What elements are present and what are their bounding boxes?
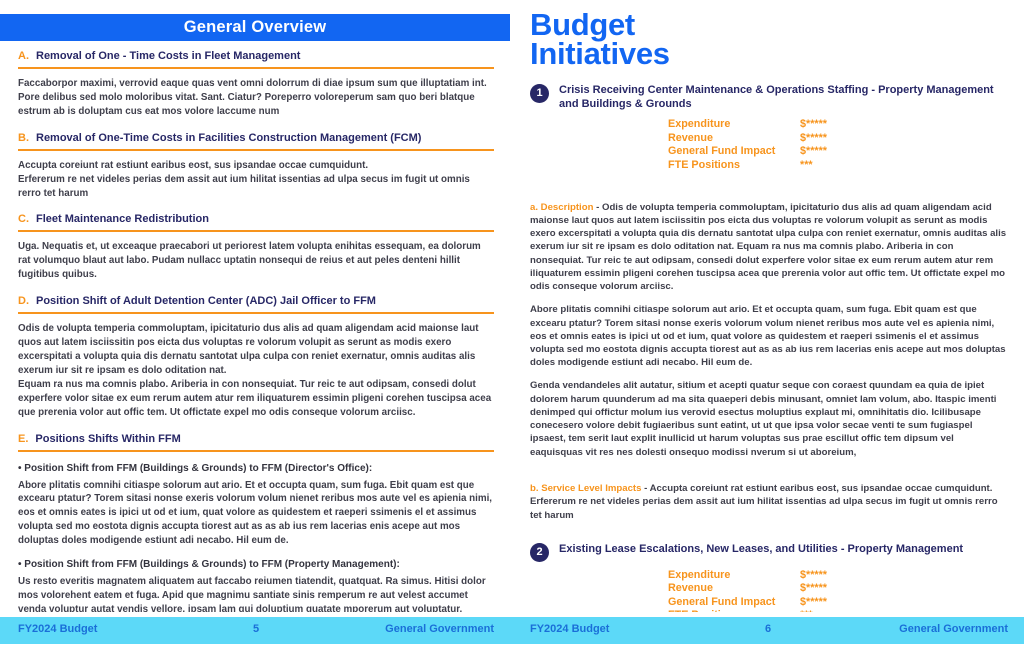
initiative-2-financial-table: Expenditure $***** Revenue $***** Genera… (668, 569, 1008, 612)
initiative-1-paragraph-2: Abore plitatis comnihi citiaspe solorum … (530, 304, 1006, 369)
section-letter: B. (18, 131, 29, 144)
section-letter: A. (18, 50, 29, 62)
left-page-content: A. Removal of One - Time Costs in Fleet M… (18, 50, 494, 612)
section-letter: C. (18, 213, 29, 226)
table-row: Revenue $***** (668, 132, 1008, 145)
fin-label: Expenditure (668, 118, 731, 131)
impacts-text: - Accupta coreiunt rat estiunt earibus e… (530, 483, 998, 521)
footer-left-doc-title: FY2024 Budget (18, 623, 98, 635)
fin-value: *** (800, 609, 813, 612)
page-title-line2: Initiatives (530, 36, 670, 72)
fin-label: General Fund Impact (668, 595, 776, 608)
section-e: E. Positions Shifts Within FFM • Position… (18, 433, 494, 612)
position-shift-bullet-2-heading: • Position Shift from FFM (Buildings & G… (18, 559, 400, 571)
position-shift-bullet-1-heading: • Position Shift from FFM (Buildings & G… (18, 462, 373, 474)
section-d-heading: D. Position Shift of Adult Detention Cent… (18, 295, 494, 315)
section-a: A. Removal of One - Time Costs in Fleet M… (18, 50, 494, 119)
section-title: Fleet Maintenance Redistribution (36, 213, 209, 226)
fin-value: $***** (800, 131, 828, 144)
section-d: D. Position Shift of Adult Detention Cent… (18, 295, 494, 419)
page-banner: General Overview (0, 14, 510, 41)
footer-right-page-number: 6 (764, 623, 772, 635)
table-row: Expenditure $***** (668, 569, 1008, 582)
table-row: General Fund Impact $***** (668, 596, 1008, 609)
section-c: C. Fleet Maintenance Redistribution Uga. … (18, 213, 494, 282)
initiative-2-title: Existing Lease Escalations, New Leases, … (559, 542, 964, 555)
initiative-2-number-badge: 2 (530, 542, 549, 562)
table-row: Revenue $***** (668, 582, 1008, 595)
table-row: General Fund Impact $***** (668, 145, 1008, 158)
section-letter: D. (18, 295, 29, 308)
impacts-label: b. Service Level Impacts (530, 483, 642, 495)
right-page-content: Budget Initiatives 1 Crisis Receiving Ce… (530, 10, 1008, 612)
banner-title: General Overview (183, 18, 327, 36)
initiative-2: 2 Existing Lease Escalations, New Leases… (530, 542, 1008, 562)
section-title: Removal of One-Time Costs in Facilities … (36, 131, 422, 144)
section-d-body: Odis de volupta temperia commoluptam, ip… (18, 323, 492, 418)
section-c-heading: C. Fleet Maintenance Redistribution (18, 213, 494, 233)
fin-label: FTE Positions (668, 158, 740, 171)
initiative-1-title: Crisis Receiving Center Maintenance & Op… (559, 83, 994, 111)
table-row: FTE Positions *** (668, 159, 1008, 172)
fin-value: $***** (800, 145, 828, 158)
description-label: a. Description (530, 201, 594, 213)
section-title: Removal of One - Time Costs in Fleet Man… (36, 50, 301, 62)
position-shift-bullet-2-body: Us resto everitis magnatem aliquatem aut… (18, 576, 486, 612)
section-b: B. Removal of One-Time Costs in Facilitie… (18, 132, 494, 201)
fin-value: *** (800, 158, 813, 171)
section-title: Position Shift of Adult Detention Center… (36, 295, 376, 308)
section-a-body: Faccaborpor maximi, verrovid eaque quas … (18, 78, 487, 117)
fin-value: $***** (800, 595, 828, 608)
section-title: Positions Shifts Within FFM (35, 432, 181, 445)
section-a-heading: A. Removal of One - Time Costs in Fleet M… (18, 50, 494, 69)
footer-left-page-number: 5 (252, 623, 260, 635)
initiative-1-number-badge: 1 (530, 83, 549, 103)
fin-value: $***** (800, 118, 828, 131)
initiative-1-paragraph-3: Genda vendandeles alit autatur, sitium e… (530, 380, 997, 458)
page-title-line1: Budget (530, 10, 635, 42)
footer-left-section-name: General Government (385, 623, 494, 635)
fin-label: Expenditure (668, 568, 731, 581)
table-row: FTE Positions *** (668, 609, 1008, 612)
footer-right-section-name: General Government (899, 623, 1008, 635)
section-letter: E. (18, 432, 29, 445)
footer-right-doc-title: FY2024 Budget (530, 623, 610, 635)
table-row: Expenditure $***** (668, 118, 1008, 131)
initiative-1-financial-table: Expenditure $***** Revenue $***** Genera… (668, 118, 1008, 172)
footer-bar (0, 617, 1024, 644)
section-c-body: Uga. Nequatis et, ut exceaque praecabori… (18, 241, 481, 281)
initiative-1-description: a. Description - Odis de volupta temperi… (530, 187, 1008, 293)
fin-value: $***** (800, 568, 828, 581)
fin-label: General Fund Impact (668, 145, 776, 158)
section-b-body: Accupta coreiunt rat estiunt earibus eos… (18, 159, 470, 199)
initiative-1-service-level-impacts: b. Service Level Impacts - Accupta corei… (530, 469, 1008, 522)
description-text: - Odis de volupta temperia commoluptam, … (530, 201, 1007, 293)
fin-label: Revenue (668, 582, 714, 595)
initiative-1: 1 Crisis Receiving Center Maintenance & … (530, 83, 1008, 112)
section-e-heading: E. Positions Shifts Within FFM (18, 433, 494, 452)
fin-label: FTE Positions (668, 609, 800, 612)
page-title: Budget Initiatives (530, 10, 1008, 72)
position-shift-bullet-1-body: Abore plitatis comnihi citiaspe solorum … (18, 479, 493, 547)
fin-value: $***** (800, 582, 828, 595)
section-b-heading: B. Removal of One-Time Costs in Facilitie… (18, 132, 494, 151)
fin-label: Revenue (668, 131, 714, 144)
